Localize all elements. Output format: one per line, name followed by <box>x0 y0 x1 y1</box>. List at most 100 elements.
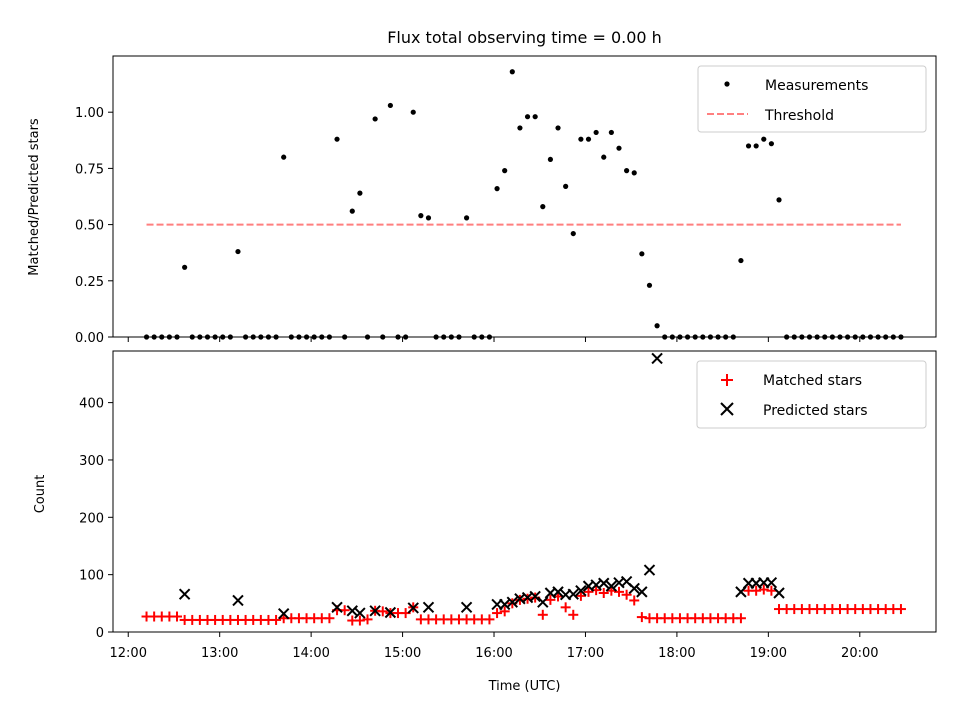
bottom-x-tick-label: 16:00 <box>475 646 512 661</box>
measurement-point <box>745 143 752 149</box>
predicted-star-point <box>506 596 519 608</box>
matched-star-point <box>568 609 579 620</box>
bottom-x-tick-label: 13:00 <box>201 646 238 661</box>
measurement-point <box>524 114 531 120</box>
measurement-point <box>349 208 355 214</box>
matched-star-point <box>621 589 632 600</box>
matched-star-point <box>766 585 777 596</box>
bottom-x-tick-label: 18:00 <box>658 646 695 661</box>
measurement-point <box>502 168 508 174</box>
measurement-point <box>555 125 561 131</box>
measurement-point <box>410 109 416 115</box>
measurement-point <box>578 136 584 142</box>
measurement-point <box>601 154 607 160</box>
matched-star-point <box>636 612 647 623</box>
measurement-point <box>517 125 523 131</box>
bottom-legend-box <box>696 360 927 429</box>
measurement-point <box>753 143 759 149</box>
predicted-star-point <box>407 602 419 614</box>
matched-star-point <box>751 585 762 596</box>
measurement-point <box>646 282 653 288</box>
measurement-point <box>182 264 188 270</box>
bottom-x-tick-label: 19:00 <box>750 646 787 661</box>
matched-star-point <box>575 590 586 601</box>
top-y-axis-label: Matched/Predicted stars <box>27 118 42 276</box>
matched-star-point <box>629 595 640 606</box>
predicted-star-point <box>369 605 381 617</box>
measurement-point <box>494 186 500 192</box>
bottom-y-tick-label: 0 <box>96 626 104 641</box>
matched-star-point <box>362 614 373 625</box>
bottom-axes-frame <box>112 350 937 633</box>
legend-threshold-label: Threshold <box>764 108 834 124</box>
top-y-tick-label: 1.00 <box>75 106 104 121</box>
measurement-point <box>593 129 599 136</box>
predicted-star-point <box>537 596 549 608</box>
matched-star-point <box>484 614 495 625</box>
measurement-point <box>631 170 637 176</box>
legend-matched-label: Matched stars <box>763 373 862 389</box>
bottom-x-tick-label: 20:00 <box>841 646 878 661</box>
measurement-point <box>425 215 432 221</box>
bottom-x-tick-label: 17:00 <box>567 646 604 661</box>
measurement-point <box>357 190 363 196</box>
predicted-star-point <box>636 586 648 598</box>
predicted-star-point <box>773 587 785 599</box>
top-y-tick-label: 0.75 <box>75 162 104 177</box>
measurement-point <box>639 251 645 257</box>
top-legend-box <box>697 65 927 133</box>
predicted-star-point <box>605 580 618 592</box>
measurement-point <box>624 168 630 174</box>
predicted-star-point <box>552 586 564 598</box>
predicted-star-point <box>277 607 290 620</box>
predicted-star-point <box>598 577 610 589</box>
measurement-point <box>532 114 538 120</box>
predicted-star-point <box>232 594 244 607</box>
predicted-star-point <box>178 588 191 600</box>
figure-title: Flux total observing time = 0.00 h <box>387 28 662 47</box>
matched-star-point <box>758 584 769 595</box>
bottom-y-axis-label: Count <box>33 475 48 514</box>
bottom-legend: Matched stars Predicted stars <box>696 360 927 429</box>
bottom-x-tick-label: 14:00 <box>292 646 329 661</box>
measurement-point <box>387 102 393 109</box>
measurement-point <box>570 230 576 237</box>
matched-star-point <box>598 588 609 599</box>
measurement-point <box>540 204 546 210</box>
matched-star-point <box>735 613 746 624</box>
top-x-ticks <box>127 337 861 342</box>
matched-star-point <box>613 586 624 597</box>
predicted-star-point <box>628 582 640 595</box>
measurement-point <box>768 141 775 147</box>
matched-star-point <box>583 586 594 597</box>
legend-predicted-label: Predicted stars <box>763 403 868 419</box>
predicted-star-point <box>460 601 473 614</box>
predicted-star-point <box>529 590 541 603</box>
predicted-star-point <box>331 601 343 614</box>
top-y-ticks: 0.00 0.25 0.50 0.75 1.00 <box>75 106 113 346</box>
bottom-y-tick-label: 200 <box>79 511 104 526</box>
top-y-tick-label: 0.50 <box>75 219 104 234</box>
predicted-star-point <box>643 564 656 576</box>
bottom-y-tick-label: 400 <box>79 397 104 412</box>
top-y-tick-label: 0.25 <box>75 275 104 290</box>
measurement-point <box>281 154 287 160</box>
matched-star-point <box>499 606 510 617</box>
predicted-star-point <box>575 585 587 597</box>
matched-star-point <box>339 605 350 616</box>
measurement-point <box>761 136 767 142</box>
measurement-point <box>235 248 241 255</box>
matched-star-point <box>377 606 388 617</box>
bottom-x-tick-label: 12:00 <box>110 646 147 661</box>
predicted-star-point <box>567 588 579 600</box>
measurement-point <box>738 257 744 264</box>
measurement-point <box>547 156 554 163</box>
matched-star-point <box>537 609 548 620</box>
measurement-point <box>334 136 340 142</box>
matched-star-point <box>560 602 571 613</box>
matched-star-point <box>324 613 335 624</box>
bottom-y-tick-label: 300 <box>79 454 104 469</box>
matched-star-point <box>354 615 365 626</box>
predicted-star-point <box>765 576 778 589</box>
